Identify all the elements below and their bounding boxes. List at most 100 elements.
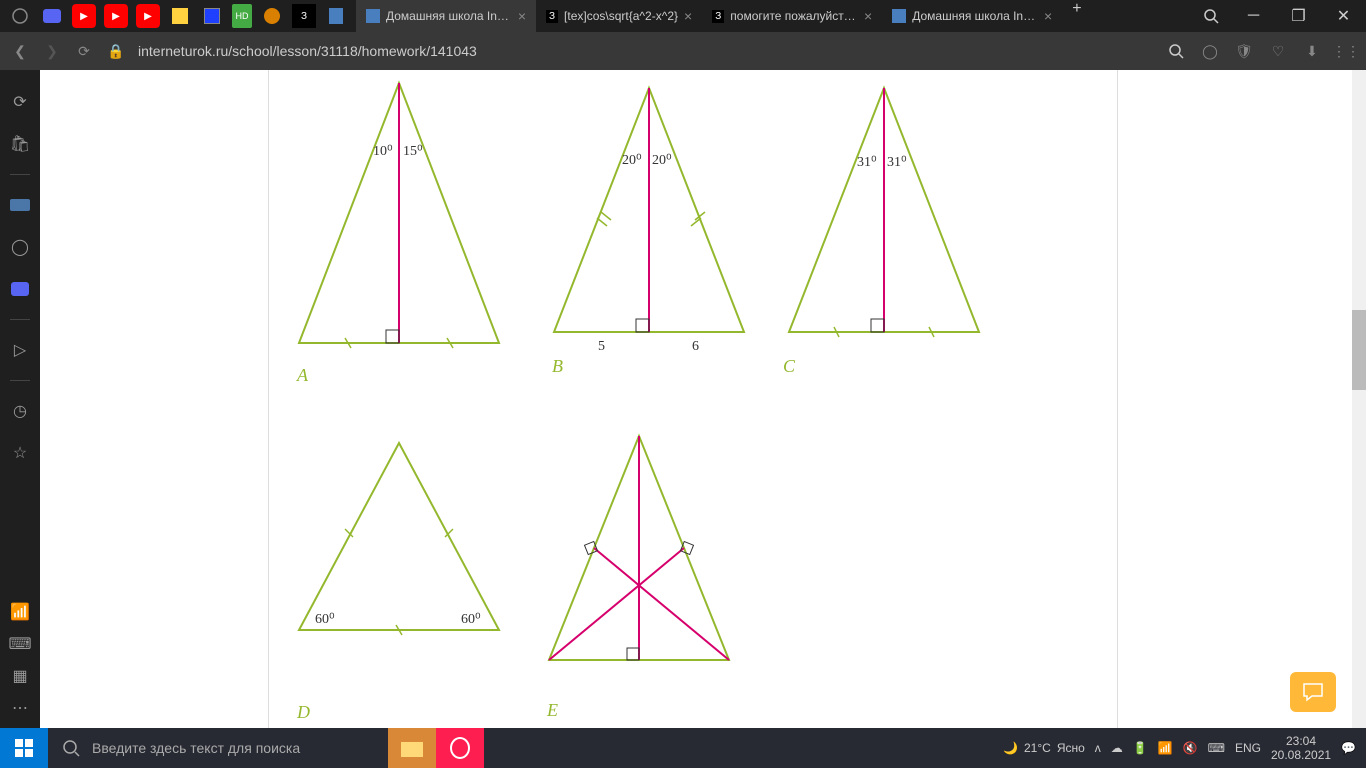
search-in-page-icon[interactable]	[1166, 41, 1186, 61]
search-placeholder: Введите здесь текст для поиска	[92, 740, 300, 756]
tab-active[interactable]: Домашняя школа Interне ×	[356, 0, 536, 32]
tab-2[interactable]: З [tex]cos\sqrt{a^2-x^2} ×	[536, 0, 702, 32]
tray-chevron-icon[interactable]: ʌ	[1095, 741, 1101, 755]
close-icon[interactable]: ×	[1044, 8, 1052, 24]
scrollbar[interactable]	[1352, 70, 1366, 728]
triangle-a: 10⁰ 15⁰	[289, 75, 509, 355]
tray-wifi-icon[interactable]: 📶	[1158, 741, 1173, 755]
close-icon[interactable]: ×	[864, 8, 872, 24]
tab-3[interactable]: З помогите пожалуйста п ×	[702, 0, 882, 32]
maximize-button[interactable]: ❐	[1276, 0, 1321, 32]
tray-keyboard-icon[interactable]: ⌨	[1208, 741, 1225, 755]
vk-icon[interactable]	[8, 193, 32, 217]
tab-label: Домашняя школа Interне	[386, 9, 512, 23]
chat-button[interactable]	[1290, 672, 1336, 712]
url-field[interactable]: interneturok.ru/school/lesson/31118/home…	[138, 43, 1154, 59]
clock-date: 20.08.2021	[1271, 748, 1331, 762]
discord-sidebar-icon[interactable]	[8, 277, 32, 301]
lock-icon[interactable]: 🔒	[106, 41, 126, 61]
seg-right: 6	[692, 339, 699, 354]
speed-dial-icon[interactable]: ⟳	[8, 90, 32, 114]
close-button[interactable]: ✕	[1321, 0, 1366, 32]
tab-favicon: З	[546, 10, 558, 23]
angle-right: 20⁰	[652, 153, 672, 168]
scrollbar-thumb[interactable]	[1352, 310, 1366, 390]
shield-icon[interactable]: 🛡	[1234, 41, 1254, 61]
search-icon[interactable]	[1201, 6, 1221, 26]
angle-right: 31⁰	[887, 155, 907, 170]
taskbar-explorer[interactable]	[388, 728, 436, 768]
gear-icon[interactable]	[260, 4, 284, 28]
clock-time: 23:04	[1271, 734, 1331, 748]
forward-button[interactable]: ❯	[42, 41, 62, 61]
tab-4[interactable]: Домашняя школа Interне ×	[882, 0, 1062, 32]
minimize-button[interactable]: ─	[1231, 0, 1276, 32]
moon-icon: 🌙	[1003, 741, 1018, 755]
tab-label: [tex]cos\sqrt{a^2-x^2}	[564, 9, 678, 23]
player-icon[interactable]: ▷	[8, 338, 32, 362]
tab-label: помогите пожалуйста п	[730, 9, 858, 23]
label-b: B	[552, 356, 563, 377]
tab-favicon	[892, 9, 906, 23]
address-bar-actions: ◯ 🛡 ♡ ⬇ ⋮⋮	[1166, 41, 1356, 61]
instagram-icon[interactable]: ◯	[8, 235, 32, 259]
seg-left: 5	[598, 339, 605, 354]
triangle-d: 60⁰ 60⁰	[289, 435, 509, 645]
tray-clock[interactable]: 23:04 20.08.2021	[1271, 734, 1331, 763]
divider	[10, 380, 30, 381]
opera-icon[interactable]	[8, 4, 32, 28]
tray-lang[interactable]: ENG	[1235, 741, 1261, 755]
history-icon[interactable]: ◷	[8, 399, 32, 423]
label-a: A	[297, 365, 308, 386]
weather-text: Ясно	[1057, 741, 1085, 755]
snapshot-icon[interactable]: ◯	[1200, 41, 1220, 61]
hd-icon[interactable]: HD	[232, 4, 252, 28]
reload-button[interactable]: ⟳	[74, 41, 94, 61]
taskbar-search[interactable]: Введите здесь текст для поиска	[48, 728, 388, 768]
keyboard-icon[interactable]: ⌨	[8, 632, 32, 656]
discord-icon[interactable]	[40, 4, 64, 28]
browser-tabs: Домашняя школа Interне × З [tex]cos\sqrt…	[356, 0, 1201, 32]
back-button[interactable]: ❮	[10, 41, 30, 61]
pin-icon-2[interactable]	[200, 4, 224, 28]
close-icon[interactable]: ×	[684, 8, 692, 24]
menu-icon[interactable]: ⋮⋮	[1336, 41, 1356, 61]
shopping-icon[interactable]: 🛍	[8, 132, 32, 156]
tray-battery-icon[interactable]: 🔋	[1133, 741, 1148, 755]
taskbar-opera[interactable]	[436, 728, 484, 768]
tab-favicon: З	[712, 10, 724, 23]
youtube-icon-2[interactable]: ▶	[104, 4, 128, 28]
windows-taskbar: Введите здесь текст для поиска 🌙 21°C Яс…	[0, 728, 1366, 768]
lesson-content: 10⁰ 15⁰ A 20⁰ 20⁰ 5 6 B	[268, 70, 1118, 728]
more-icon[interactable]: ⋯	[8, 696, 32, 720]
titlebar-pinned-icons: ▶ ▶ ▶ HD З	[0, 0, 356, 32]
youtube-icon-1[interactable]: ▶	[72, 4, 96, 28]
youtube-icon-3[interactable]: ▶	[136, 4, 160, 28]
bookmarks-icon[interactable]: ☆	[8, 441, 32, 465]
angle-left: 60⁰	[315, 612, 335, 627]
weather-widget[interactable]: 🌙 21°C Ясно	[1003, 741, 1085, 755]
znanija-icon-1[interactable]: З	[292, 4, 316, 28]
extensions-icon[interactable]: ▦	[8, 664, 32, 688]
divider	[10, 174, 30, 175]
geometry-figures: 10⁰ 15⁰ A 20⁰ 20⁰ 5 6 B	[269, 70, 1117, 728]
start-button[interactable]	[0, 728, 48, 768]
download-icon[interactable]: ⬇	[1302, 41, 1322, 61]
tray-volume-icon[interactable]: 🔇	[1183, 741, 1198, 755]
browser-sidebar: ⟳ 🛍 ◯ ▷ ◷ ☆ 📶 ⌨ ▦ ⋯	[0, 70, 40, 730]
label-c: C	[783, 356, 795, 377]
new-tab-button[interactable]: +	[1062, 0, 1091, 32]
tray-notifications-icon[interactable]: 💬	[1341, 741, 1356, 755]
pin-icon-1[interactable]	[168, 4, 192, 28]
window-controls: ─ ❐ ✕	[1231, 0, 1366, 32]
weather-temp: 21°C	[1024, 741, 1051, 755]
angle-left: 31⁰	[857, 155, 877, 170]
wifi-icon[interactable]: 📶	[8, 600, 32, 624]
search-icon	[62, 739, 80, 757]
heart-icon[interactable]: ♡	[1268, 41, 1288, 61]
doc-icon[interactable]	[324, 4, 348, 28]
tray-cloud-icon[interactable]: ☁	[1111, 741, 1123, 755]
close-icon[interactable]: ×	[518, 8, 526, 24]
triangle-b: 20⁰ 20⁰ 5 6	[544, 80, 754, 355]
tab-label: Домашняя школа Interне	[912, 9, 1038, 23]
